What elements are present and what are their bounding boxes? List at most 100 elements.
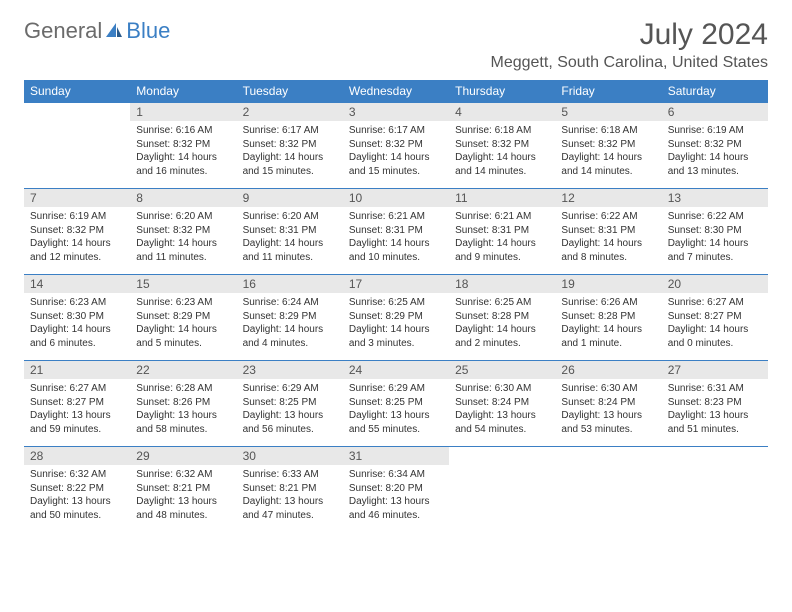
day-number: 3 bbox=[343, 102, 449, 121]
calendar-cell: 30Sunrise: 6:33 AMSunset: 8:21 PMDayligh… bbox=[237, 446, 343, 532]
day-content: Sunrise: 6:32 AMSunset: 8:21 PMDaylight:… bbox=[130, 465, 236, 525]
day-content: Sunrise: 6:34 AMSunset: 8:20 PMDaylight:… bbox=[343, 465, 449, 525]
day-number: 24 bbox=[343, 360, 449, 379]
calendar-cell: 14Sunrise: 6:23 AMSunset: 8:30 PMDayligh… bbox=[24, 274, 130, 360]
day-number: 23 bbox=[237, 360, 343, 379]
day-number: 13 bbox=[662, 188, 768, 207]
location: Meggett, South Carolina, United States bbox=[491, 54, 769, 72]
day-content: Sunrise: 6:22 AMSunset: 8:30 PMDaylight:… bbox=[662, 207, 768, 267]
calendar-table: Sunday Monday Tuesday Wednesday Thursday… bbox=[24, 80, 768, 532]
day-content: Sunrise: 6:33 AMSunset: 8:21 PMDaylight:… bbox=[237, 465, 343, 525]
calendar-cell: 2Sunrise: 6:17 AMSunset: 8:32 PMDaylight… bbox=[237, 102, 343, 188]
logo-text-blue: Blue bbox=[126, 18, 170, 44]
day-number-empty bbox=[449, 446, 555, 465]
calendar-cell: 29Sunrise: 6:32 AMSunset: 8:21 PMDayligh… bbox=[130, 446, 236, 532]
calendar-cell: 1Sunrise: 6:16 AMSunset: 8:32 PMDaylight… bbox=[130, 102, 236, 188]
day-number: 18 bbox=[449, 274, 555, 293]
day-content: Sunrise: 6:29 AMSunset: 8:25 PMDaylight:… bbox=[237, 379, 343, 439]
day-content: Sunrise: 6:19 AMSunset: 8:32 PMDaylight:… bbox=[24, 207, 130, 267]
month-title: July 2024 bbox=[491, 18, 769, 52]
calendar-cell: 11Sunrise: 6:21 AMSunset: 8:31 PMDayligh… bbox=[449, 188, 555, 274]
day-content: Sunrise: 6:32 AMSunset: 8:22 PMDaylight:… bbox=[24, 465, 130, 525]
calendar-cell: 12Sunrise: 6:22 AMSunset: 8:31 PMDayligh… bbox=[555, 188, 661, 274]
calendar-cell: 16Sunrise: 6:24 AMSunset: 8:29 PMDayligh… bbox=[237, 274, 343, 360]
day-content: Sunrise: 6:25 AMSunset: 8:29 PMDaylight:… bbox=[343, 293, 449, 353]
day-content: Sunrise: 6:17 AMSunset: 8:32 PMDaylight:… bbox=[237, 121, 343, 181]
day-number: 29 bbox=[130, 446, 236, 465]
calendar-cell: 10Sunrise: 6:21 AMSunset: 8:31 PMDayligh… bbox=[343, 188, 449, 274]
calendar-cell: 18Sunrise: 6:25 AMSunset: 8:28 PMDayligh… bbox=[449, 274, 555, 360]
day-number-empty bbox=[24, 102, 130, 121]
day-number-empty bbox=[555, 446, 661, 465]
header: General Blue July 2024 Meggett, South Ca… bbox=[24, 18, 768, 72]
day-content: Sunrise: 6:27 AMSunset: 8:27 PMDaylight:… bbox=[24, 379, 130, 439]
day-content: Sunrise: 6:21 AMSunset: 8:31 PMDaylight:… bbox=[449, 207, 555, 267]
day-content: Sunrise: 6:28 AMSunset: 8:26 PMDaylight:… bbox=[130, 379, 236, 439]
day-content: Sunrise: 6:29 AMSunset: 8:25 PMDaylight:… bbox=[343, 379, 449, 439]
day-number: 21 bbox=[24, 360, 130, 379]
day-number: 14 bbox=[24, 274, 130, 293]
title-block: July 2024 Meggett, South Carolina, Unite… bbox=[491, 18, 769, 72]
day-number: 2 bbox=[237, 102, 343, 121]
calendar-cell: 21Sunrise: 6:27 AMSunset: 8:27 PMDayligh… bbox=[24, 360, 130, 446]
day-content: Sunrise: 6:20 AMSunset: 8:32 PMDaylight:… bbox=[130, 207, 236, 267]
day-number: 31 bbox=[343, 446, 449, 465]
day-number: 20 bbox=[662, 274, 768, 293]
weekday-saturday: Saturday bbox=[662, 80, 768, 102]
day-number-empty bbox=[662, 446, 768, 465]
day-content: Sunrise: 6:20 AMSunset: 8:31 PMDaylight:… bbox=[237, 207, 343, 267]
weekday-monday: Monday bbox=[130, 80, 236, 102]
calendar-cell bbox=[449, 446, 555, 532]
calendar-row: 21Sunrise: 6:27 AMSunset: 8:27 PMDayligh… bbox=[24, 360, 768, 446]
day-content: Sunrise: 6:23 AMSunset: 8:30 PMDaylight:… bbox=[24, 293, 130, 353]
weekday-sunday: Sunday bbox=[24, 80, 130, 102]
calendar-cell: 8Sunrise: 6:20 AMSunset: 8:32 PMDaylight… bbox=[130, 188, 236, 274]
calendar-cell: 5Sunrise: 6:18 AMSunset: 8:32 PMDaylight… bbox=[555, 102, 661, 188]
day-number: 7 bbox=[24, 188, 130, 207]
calendar-cell: 23Sunrise: 6:29 AMSunset: 8:25 PMDayligh… bbox=[237, 360, 343, 446]
day-content: Sunrise: 6:30 AMSunset: 8:24 PMDaylight:… bbox=[555, 379, 661, 439]
day-number: 28 bbox=[24, 446, 130, 465]
day-number: 12 bbox=[555, 188, 661, 207]
day-number: 26 bbox=[555, 360, 661, 379]
weekday-friday: Friday bbox=[555, 80, 661, 102]
day-number: 22 bbox=[130, 360, 236, 379]
day-content: Sunrise: 6:30 AMSunset: 8:24 PMDaylight:… bbox=[449, 379, 555, 439]
day-number: 4 bbox=[449, 102, 555, 121]
calendar-cell: 25Sunrise: 6:30 AMSunset: 8:24 PMDayligh… bbox=[449, 360, 555, 446]
day-number: 15 bbox=[130, 274, 236, 293]
day-number: 25 bbox=[449, 360, 555, 379]
calendar-cell: 27Sunrise: 6:31 AMSunset: 8:23 PMDayligh… bbox=[662, 360, 768, 446]
day-content: Sunrise: 6:23 AMSunset: 8:29 PMDaylight:… bbox=[130, 293, 236, 353]
day-number: 11 bbox=[449, 188, 555, 207]
calendar-row: 28Sunrise: 6:32 AMSunset: 8:22 PMDayligh… bbox=[24, 446, 768, 532]
day-content: Sunrise: 6:24 AMSunset: 8:29 PMDaylight:… bbox=[237, 293, 343, 353]
calendar-cell: 26Sunrise: 6:30 AMSunset: 8:24 PMDayligh… bbox=[555, 360, 661, 446]
logo: General Blue bbox=[24, 18, 170, 44]
day-number: 27 bbox=[662, 360, 768, 379]
day-number: 19 bbox=[555, 274, 661, 293]
calendar-cell: 31Sunrise: 6:34 AMSunset: 8:20 PMDayligh… bbox=[343, 446, 449, 532]
calendar-cell: 17Sunrise: 6:25 AMSunset: 8:29 PMDayligh… bbox=[343, 274, 449, 360]
day-content: Sunrise: 6:17 AMSunset: 8:32 PMDaylight:… bbox=[343, 121, 449, 181]
logo-text-general: General bbox=[24, 18, 102, 44]
day-number: 9 bbox=[237, 188, 343, 207]
calendar-cell bbox=[662, 446, 768, 532]
calendar-cell: 7Sunrise: 6:19 AMSunset: 8:32 PMDaylight… bbox=[24, 188, 130, 274]
day-number: 10 bbox=[343, 188, 449, 207]
day-content: Sunrise: 6:18 AMSunset: 8:32 PMDaylight:… bbox=[449, 121, 555, 181]
day-content: Sunrise: 6:19 AMSunset: 8:32 PMDaylight:… bbox=[662, 121, 768, 181]
calendar-cell: 28Sunrise: 6:32 AMSunset: 8:22 PMDayligh… bbox=[24, 446, 130, 532]
day-content: Sunrise: 6:16 AMSunset: 8:32 PMDaylight:… bbox=[130, 121, 236, 181]
calendar-body: 1Sunrise: 6:16 AMSunset: 8:32 PMDaylight… bbox=[24, 102, 768, 532]
weekday-tuesday: Tuesday bbox=[237, 80, 343, 102]
day-number: 17 bbox=[343, 274, 449, 293]
weekday-thursday: Thursday bbox=[449, 80, 555, 102]
day-content: Sunrise: 6:27 AMSunset: 8:27 PMDaylight:… bbox=[662, 293, 768, 353]
calendar-cell bbox=[555, 446, 661, 532]
day-number: 5 bbox=[555, 102, 661, 121]
day-content: Sunrise: 6:18 AMSunset: 8:32 PMDaylight:… bbox=[555, 121, 661, 181]
day-content: Sunrise: 6:31 AMSunset: 8:23 PMDaylight:… bbox=[662, 379, 768, 439]
calendar-cell: 15Sunrise: 6:23 AMSunset: 8:29 PMDayligh… bbox=[130, 274, 236, 360]
day-number: 30 bbox=[237, 446, 343, 465]
